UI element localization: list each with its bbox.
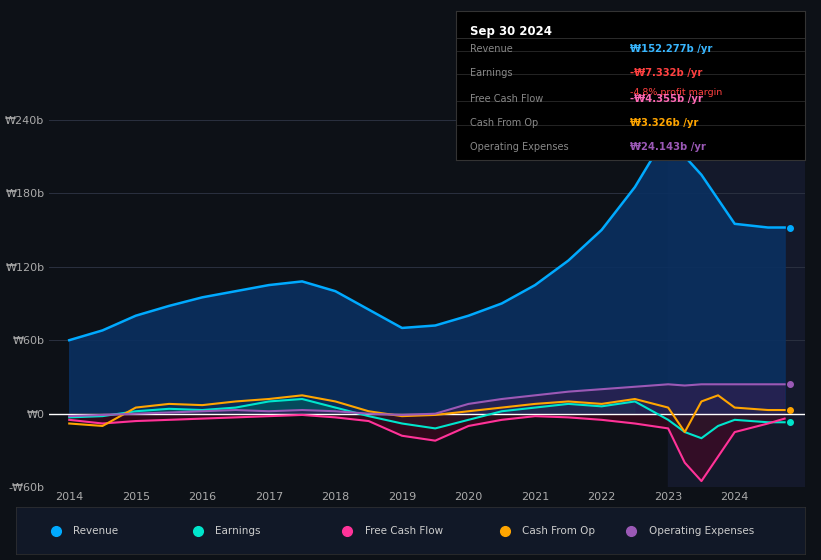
Bar xyxy=(668,95,805,487)
Text: -₩7.332b /yr: -₩7.332b /yr xyxy=(631,68,703,78)
Text: Cash From Op: Cash From Op xyxy=(470,118,538,128)
Text: Earnings: Earnings xyxy=(215,526,260,535)
Text: ₩24.143b /yr: ₩24.143b /yr xyxy=(631,142,706,152)
Text: ₩152.277b /yr: ₩152.277b /yr xyxy=(631,44,713,54)
Text: -₩4.355b /yr: -₩4.355b /yr xyxy=(631,94,703,104)
Text: Operating Expenses: Operating Expenses xyxy=(470,142,568,152)
Text: Free Cash Flow: Free Cash Flow xyxy=(365,526,443,535)
Text: Free Cash Flow: Free Cash Flow xyxy=(470,94,543,104)
Text: Earnings: Earnings xyxy=(470,68,512,78)
Text: -4.8% profit margin: -4.8% profit margin xyxy=(631,88,722,97)
Text: ₩3.326b /yr: ₩3.326b /yr xyxy=(631,118,699,128)
Text: Sep 30 2024: Sep 30 2024 xyxy=(470,25,552,38)
Text: Revenue: Revenue xyxy=(470,44,512,54)
Text: Cash From Op: Cash From Op xyxy=(522,526,595,535)
Text: Operating Expenses: Operating Expenses xyxy=(649,526,754,535)
Text: Revenue: Revenue xyxy=(73,526,118,535)
